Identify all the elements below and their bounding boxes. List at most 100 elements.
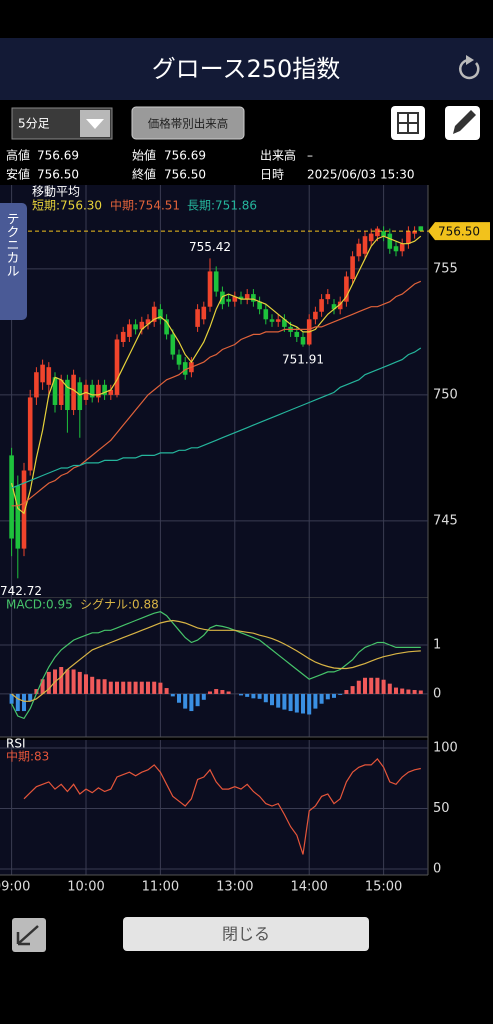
close-button[interactable]: 閉じる: [123, 917, 369, 951]
interval-dropdown[interactable]: 5分足: [11, 107, 113, 140]
histogram-bar: [288, 693, 293, 712]
candle-body: [406, 231, 411, 244]
dropdown-arrow: [86, 119, 104, 129]
histogram-bar: [363, 677, 367, 694]
technical-tab[interactable]: テクニカル: [0, 203, 27, 320]
candle-body: [58, 379, 64, 405]
y-tick-label: 100: [433, 740, 458, 755]
candle-body: [182, 362, 188, 375]
y-tick-label: 755: [433, 261, 458, 276]
refresh-icon: [459, 58, 480, 80]
histogram-bar: [201, 693, 206, 700]
histogram-bar: [369, 677, 374, 694]
candle-body: [120, 331, 126, 342]
candle-body: [15, 485, 21, 549]
histogram-bar: [133, 681, 138, 694]
candle-body: [176, 354, 182, 365]
technical-tab-label: テクニカル: [4, 212, 19, 277]
candle-body: [9, 455, 14, 539]
candle-body: [375, 228, 380, 237]
close-button-label: 閉じる: [222, 925, 270, 944]
histogram-bar: [276, 693, 281, 708]
info-label: 高値: [6, 148, 30, 163]
price-annotation: 755.42: [189, 240, 231, 254]
technical-tab-box: [0, 203, 27, 320]
candle-body: [40, 364, 45, 383]
histogram-bar: [344, 690, 349, 694]
candle-body: [251, 294, 256, 302]
candle-body: [108, 389, 114, 395]
candle-body: [170, 334, 176, 355]
candle-body: [319, 299, 324, 312]
x-tick-label: 09:00: [0, 880, 30, 895]
histogram-bar: [332, 693, 336, 698]
histogram-bar: [375, 677, 380, 694]
pencil-icon: [453, 110, 476, 134]
histogram-bar: [164, 688, 169, 694]
info-value: 756.69: [164, 149, 206, 163]
candle-body: [337, 301, 343, 310]
candle-body: [282, 319, 287, 327]
info-value: 2025/06/03 15:30: [307, 168, 415, 182]
refresh-button[interactable]: [459, 55, 480, 80]
layout-button[interactable]: [391, 106, 425, 140]
legend-entry: 長期:751.86: [187, 199, 257, 213]
candle-body: [294, 331, 300, 337]
histogram-bar: [313, 693, 318, 709]
back-button[interactable]: [12, 918, 46, 952]
info-label: 安値: [6, 167, 30, 182]
price-annotation: 751.91: [282, 352, 324, 366]
histogram-bar: [319, 693, 324, 704]
candle-body: [114, 339, 120, 395]
draw-button[interactable]: [445, 106, 480, 140]
candle-body: [275, 319, 281, 322]
candle-body: [350, 256, 355, 279]
layout-icon: [397, 112, 419, 134]
candle-body: [418, 226, 424, 232]
volume-button[interactable]: 価格帯別出来高: [131, 106, 245, 140]
histogram-bar: [307, 693, 312, 715]
histogram-bar: [282, 693, 287, 710]
histogram-bar: [412, 690, 417, 694]
histogram-bar: [263, 693, 268, 703]
candle-body: [226, 299, 231, 302]
candle-body: [102, 384, 107, 395]
histogram-bar: [214, 689, 219, 694]
chart-area: 09:00 10:00 11:00 13:00 14:00 15:00 745 750 755 7…: [0, 185, 490, 895]
candle-body: [244, 294, 250, 300]
histogram-bar: [102, 679, 107, 694]
candle-body: [393, 246, 399, 252]
histogram-bar: [22, 693, 26, 712]
candle-body: [34, 372, 39, 398]
histogram-bar: [77, 671, 82, 694]
x-tick-label: 15:00: [365, 880, 402, 895]
candle-body: [96, 384, 101, 398]
candle-body: [238, 296, 244, 300]
histogram-bar: [146, 681, 150, 694]
candle-body: [269, 319, 275, 322]
info-label: 終値: [132, 167, 156, 182]
candle-body: [164, 319, 169, 335]
series-line: [11, 347, 422, 489]
header-bar: [0, 38, 493, 100]
histogram-bar: [127, 681, 132, 694]
info-value: 756.69: [37, 149, 79, 163]
candle-body: [325, 294, 331, 300]
candle-body: [207, 271, 213, 307]
info-value: 756.50: [37, 168, 79, 182]
x-tick-label: 14:00: [290, 880, 327, 895]
candle-body: [263, 309, 269, 320]
histogram-bar: [139, 681, 144, 694]
histogram-bar: [381, 679, 386, 694]
histogram-bar: [170, 693, 175, 697]
histogram-bar: [177, 693, 181, 703]
volume-button-label: 価格帯別出来高: [148, 117, 229, 131]
candle-body: [195, 309, 200, 327]
histogram-bar: [195, 693, 200, 707]
histogram-bar: [84, 674, 88, 694]
histogram-bar: [96, 679, 101, 694]
candle-body: [89, 384, 95, 398]
histogram-bar: [34, 689, 39, 694]
